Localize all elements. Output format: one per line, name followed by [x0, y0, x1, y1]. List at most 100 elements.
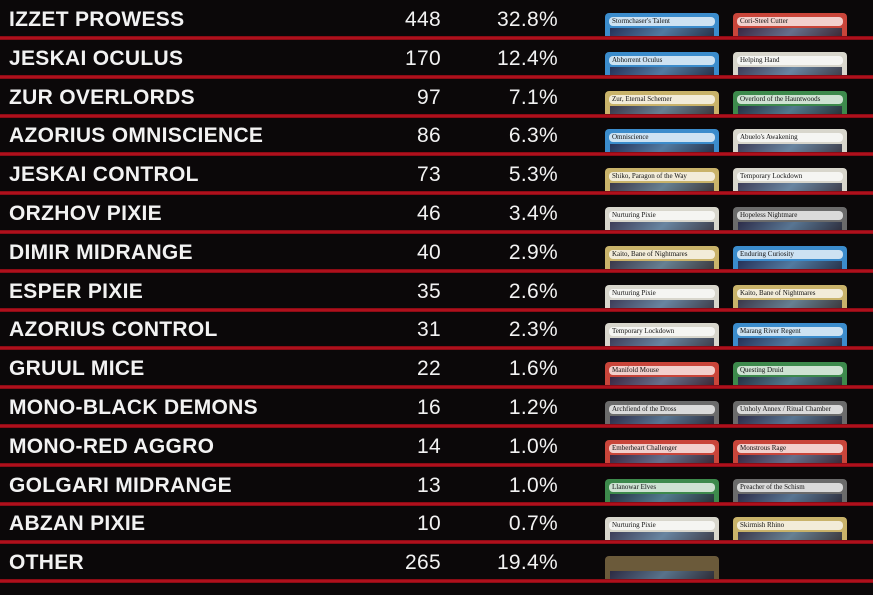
deck-percentage: 12.4%: [496, 46, 558, 70]
card-title: Omniscience: [609, 133, 715, 143]
table-row: MONO-RED AGGRO 14 1.0% Emberheart Challe…: [0, 428, 873, 467]
card-title: Nurturing Pixie: [609, 521, 715, 531]
deck-count: 97: [417, 85, 441, 109]
deck-count: 265: [405, 551, 441, 575]
card-art: [738, 416, 842, 426]
card-image: Skirmish Rhino: [733, 517, 847, 543]
card-title: Shiko, Paragon of the Way: [609, 172, 715, 182]
card-title: Zur, Eternal Schemer: [609, 94, 715, 104]
card-art: [610, 144, 714, 155]
deck-percentage: 1.0%: [508, 434, 558, 458]
card-title: Hopeless Nightmare: [737, 211, 843, 220]
table-row: AZORIUS OMNISCIENCE 86 6.3% Omniscience …: [0, 117, 873, 157]
card-art: [610, 105, 714, 116]
deck-count: 170: [405, 46, 441, 70]
card-image: Marang River Regent: [733, 323, 847, 349]
card-image: Llanowar Elves: [605, 478, 719, 504]
row-divider: [0, 230, 873, 234]
card-image: [605, 556, 719, 582]
card-art: [610, 338, 714, 349]
card-image: Questing Druid: [733, 362, 847, 388]
card-art: [610, 183, 714, 194]
card-title: Abhorrent Oculus: [609, 55, 715, 65]
card-art: [610, 454, 714, 465]
card-title: Overlord of the Hauntwoods: [737, 94, 843, 104]
card-title: Helping Hand: [737, 55, 843, 65]
deck-count: 31: [417, 318, 441, 342]
card-image: Temporary Lockdown: [605, 323, 719, 349]
table-row: ESPER PIXIE 35 2.6% Nurturing Pixie Kait…: [0, 273, 873, 312]
card-art: [738, 532, 842, 543]
deck-name: ESPER PIXIE: [9, 279, 144, 303]
card-title: Emberheart Challenger: [609, 443, 715, 453]
card-art: [738, 28, 842, 38]
card-title: Enduring Curiosity: [737, 249, 843, 259]
card-image: Monstrous Rage: [733, 439, 847, 465]
deck-percentage: 2.9%: [508, 240, 558, 264]
deck-percentage: 2.3%: [508, 318, 558, 342]
table-row: ABZAN PIXIE 10 0.7% Nurturing Pixie Skir…: [0, 505, 873, 545]
card-art: [738, 144, 842, 155]
card-title: Cori-Steel Cutter: [737, 17, 843, 26]
deck-percentage: 6.3%: [508, 124, 558, 148]
card-art: [610, 299, 714, 310]
card-title: Kaito, Bane of Nightmares: [609, 249, 715, 259]
row-divider: [0, 462, 873, 467]
card-title: Unholy Annex / Ritual Chamber: [737, 405, 843, 414]
table-row: GOLGARI MIDRANGE 13 1.0% Llanowar Elves …: [0, 467, 873, 506]
row-divider: [0, 191, 873, 196]
row-divider: [0, 385, 873, 390]
card-art: [738, 105, 842, 116]
deck-name: MONO-BLACK DEMONS: [9, 396, 258, 419]
card-art: [738, 183, 842, 194]
deck-name: OTHER: [9, 551, 84, 575]
card-image: Nurturing Pixie: [605, 517, 719, 543]
deck-percentage: 32.8%: [496, 8, 558, 31]
deck-count: 16: [417, 396, 441, 419]
card-image: Nurturing Pixie: [605, 207, 719, 232]
table-row: JESKAI CONTROL 73 5.3% Shiko, Paragon of…: [0, 156, 873, 196]
deck-name: AZORIUS CONTROL: [9, 318, 218, 342]
card-image: Abuelo's Awakening: [733, 129, 847, 155]
card-art: [738, 493, 842, 504]
card-art: [738, 338, 842, 349]
deck-name: JESKAI OCULUS: [9, 46, 184, 70]
row-divider: [0, 36, 873, 40]
card-art: [610, 571, 714, 582]
card-image: Unholy Annex / Ritual Chamber: [733, 401, 847, 426]
deck-percentage: 0.7%: [508, 512, 558, 536]
card-title: Stormchaser's Talent: [609, 17, 715, 26]
card-image: Archfiend of the Dross: [605, 401, 719, 426]
card-title: Abuelo's Awakening: [737, 133, 843, 143]
card-image: Manifold Mouse: [605, 362, 719, 388]
row-divider: [0, 152, 873, 157]
card-title: Archfiend of the Dross: [609, 405, 715, 414]
deck-name: GRUUL MICE: [9, 357, 145, 381]
table-row: IZZET PROWESS 448 32.8% Stormchaser's Ta…: [0, 1, 873, 40]
card-art: [610, 28, 714, 38]
card-art: [610, 493, 714, 504]
deck-percentage: 7.1%: [508, 85, 558, 109]
deck-percentage: 1.6%: [508, 357, 558, 381]
card-title: Manifold Mouse: [609, 366, 715, 376]
card-image: Stormchaser's Talent: [605, 13, 719, 38]
row-divider: [0, 579, 873, 584]
deck-name: DIMIR MIDRANGE: [9, 240, 193, 264]
row-divider: [0, 74, 873, 79]
deck-count: 14: [417, 434, 441, 458]
card-art: [610, 532, 714, 543]
deck-percentage: 3.4%: [508, 202, 558, 225]
deck-percentage: 1.0%: [508, 473, 558, 497]
card-art: [610, 222, 714, 232]
card-image: Cori-Steel Cutter: [733, 13, 847, 38]
card-art: [738, 454, 842, 465]
row-divider: [0, 307, 873, 312]
card-image: Enduring Curiosity: [733, 245, 847, 271]
card-image: Kaito, Bane of Nightmares: [605, 245, 719, 271]
card-art: [610, 260, 714, 271]
card-title: Questing Druid: [737, 366, 843, 376]
deck-name: ABZAN PIXIE: [9, 512, 146, 536]
card-art: [610, 66, 714, 77]
card-title: Temporary Lockdown: [609, 327, 715, 337]
deck-percentage: 5.3%: [508, 163, 558, 187]
